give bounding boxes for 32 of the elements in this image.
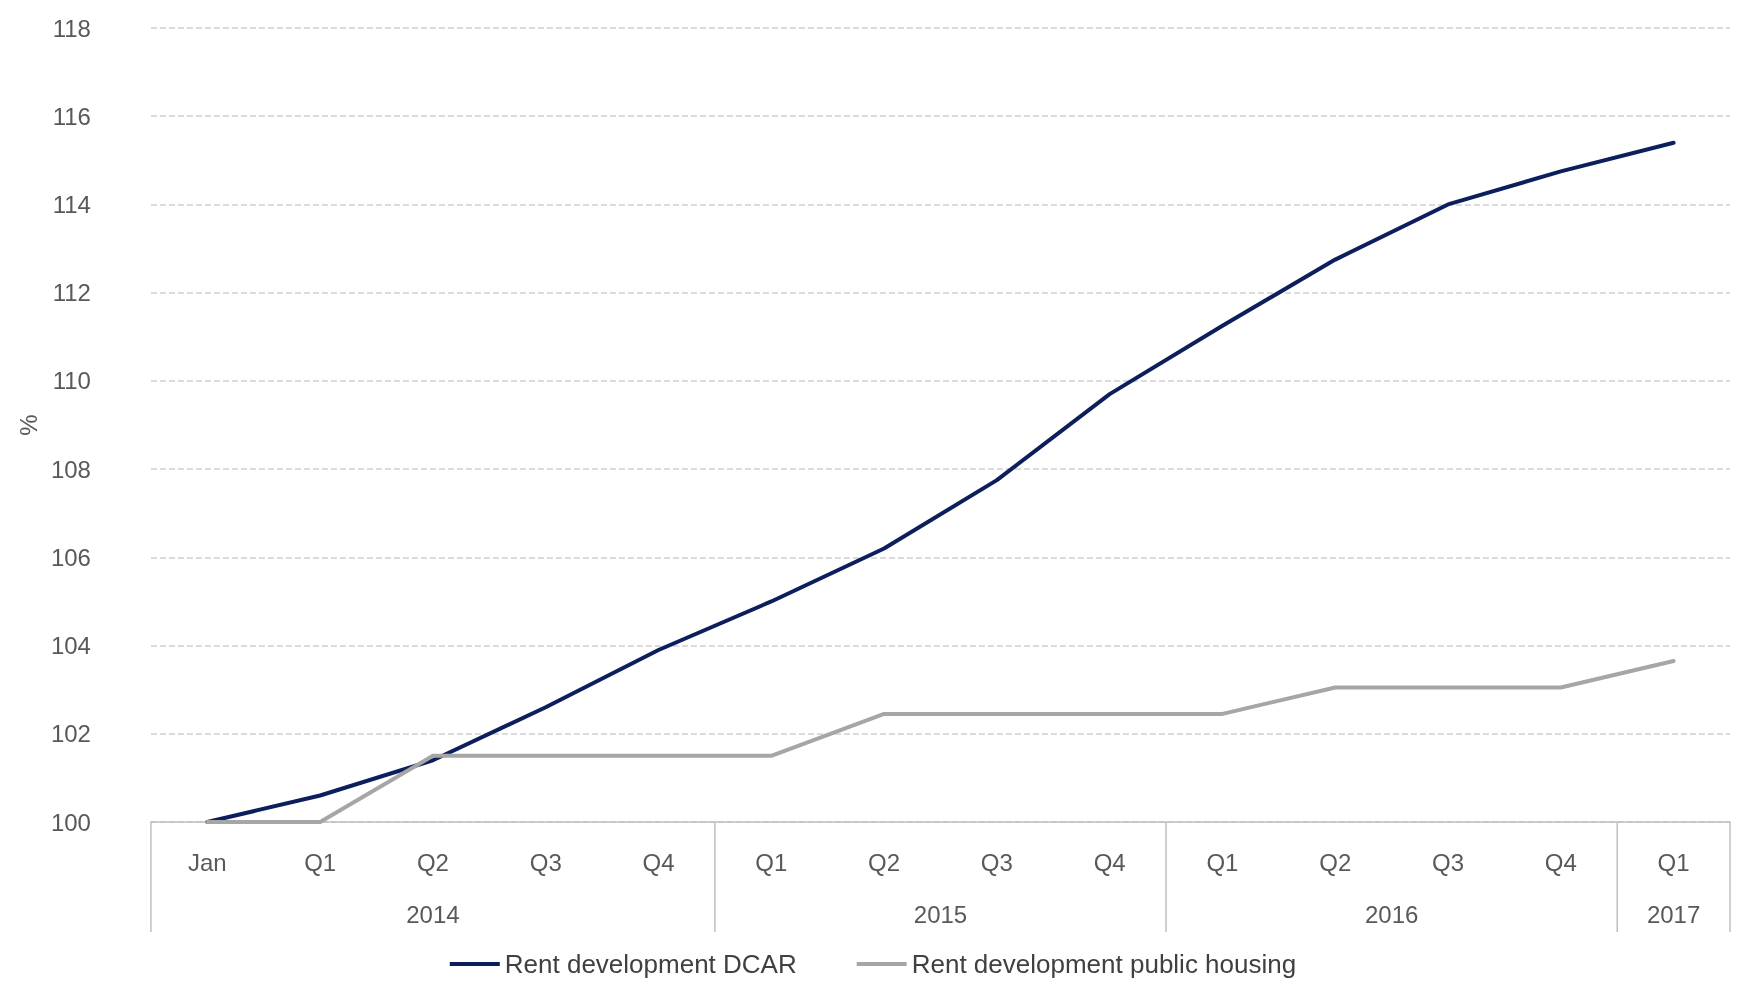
y-axis-title: %	[14, 414, 42, 436]
legend-label: Rent development public housing	[911, 949, 1297, 979]
text: 2016	[1364, 900, 1419, 928]
x-tick-label: Q2	[868, 848, 901, 876]
line-series	[205, 658, 1676, 824]
x-tick-label: Q3	[1432, 848, 1465, 876]
x-tick-label: Q2	[416, 848, 449, 876]
x-tick-label: Q1	[304, 848, 337, 876]
y-tick-label: 108	[50, 455, 91, 483]
x-tick-label: Q2	[1319, 848, 1352, 876]
y-tick-label: 104	[50, 632, 91, 660]
y-tick-label: 106	[50, 543, 91, 571]
y-tick-label: 118	[52, 14, 91, 42]
text: 2015	[913, 900, 968, 928]
y-tick-label: 110	[52, 367, 91, 395]
y-tick-label: 112	[52, 279, 91, 307]
text: 2014	[406, 900, 460, 928]
x-tick-label: Q4	[642, 848, 675, 876]
y-tick-label: 114	[52, 190, 91, 218]
x-tick-label: Q1	[1206, 848, 1239, 876]
x-tick-label: Q1	[1657, 848, 1690, 876]
x-tick-label: Q4	[1544, 848, 1577, 876]
x-tick-label: Q4	[1093, 848, 1126, 876]
y-tick-label: 100	[50, 808, 91, 836]
x-tick-label: Q1	[755, 848, 788, 876]
x-tick-label: Jan	[187, 848, 227, 876]
y-tick-label: 102	[50, 720, 91, 748]
y-tick-label: 116	[52, 102, 91, 130]
text: 2017	[1646, 900, 1701, 928]
x-tick-label: Q3	[980, 848, 1013, 876]
x-tick-label: Q3	[529, 848, 562, 876]
legend-label: Rent development DCAR	[504, 949, 797, 979]
